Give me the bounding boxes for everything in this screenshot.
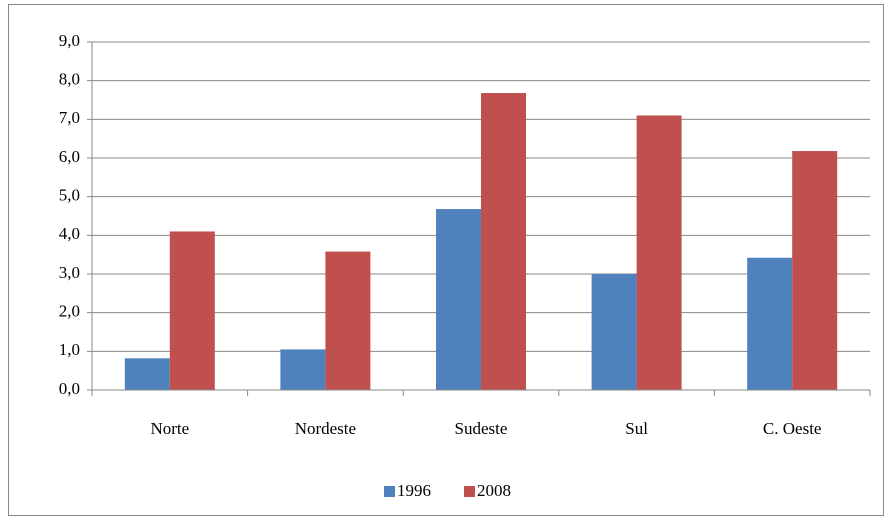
- legend-swatch: [464, 486, 475, 497]
- bar: [124, 358, 170, 390]
- y-tick-label: 1,0: [59, 340, 80, 359]
- x-tick-label: Sul: [625, 419, 648, 438]
- y-tick-label: 7,0: [59, 108, 80, 127]
- bar: [481, 93, 526, 390]
- bar: [280, 349, 326, 390]
- bar: [325, 251, 371, 390]
- y-tick-label: 3,0: [59, 263, 80, 282]
- legend-swatch: [384, 486, 395, 497]
- x-tick-label: Nordeste: [295, 419, 356, 438]
- bar: [436, 209, 481, 390]
- y-tick-label: 9,0: [59, 31, 80, 50]
- y-tick-label: 5,0: [59, 186, 80, 205]
- y-tick-label: 4,0: [59, 224, 80, 243]
- y-tick-label: 0,0: [59, 379, 80, 398]
- legend-label: 1996: [397, 481, 431, 500]
- x-tick-label: Sudeste: [455, 419, 508, 438]
- bar: [747, 257, 793, 390]
- y-tick-label: 2,0: [59, 302, 80, 321]
- y-tick-label: 6,0: [59, 147, 80, 166]
- x-tick-label: Norte: [150, 419, 189, 438]
- bar: [169, 231, 215, 390]
- bar: [636, 115, 682, 390]
- bar: [591, 274, 637, 390]
- bar: [792, 151, 838, 390]
- y-tick-label: 8,0: [59, 70, 80, 89]
- legend-label: 2008: [477, 481, 511, 500]
- x-tick-label: C. Oeste: [763, 419, 822, 438]
